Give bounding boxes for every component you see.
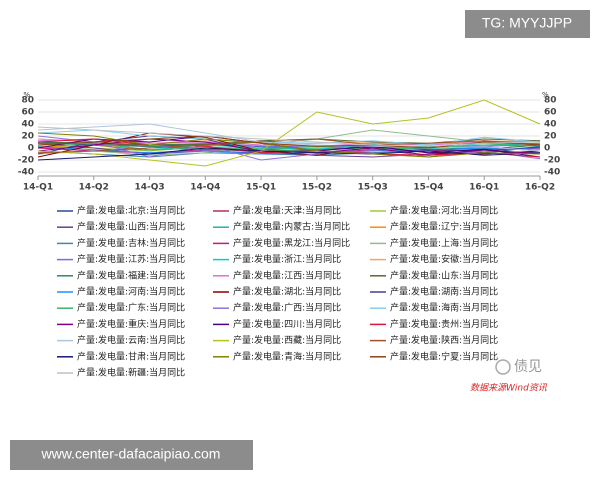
- legend-label: 产量:发电量:江苏:当月同比: [77, 253, 185, 265]
- y2-tick-label: 20: [544, 132, 557, 142]
- watermark-icon: [495, 359, 511, 375]
- legend-label: 产量:发电量:重庆:当月同比: [77, 318, 185, 330]
- x-tick-label: 16-Q2: [525, 183, 555, 193]
- y2-tick-label: 60: [544, 108, 557, 118]
- y2-tick-label: 80: [544, 96, 557, 106]
- y-tick-label: 80: [21, 96, 34, 106]
- y-tick-label: 40: [21, 120, 34, 130]
- legend-label: 产量:发电量:新疆:当月同比: [77, 367, 185, 379]
- url-box: [10, 440, 253, 470]
- legend-label: 产量:发电量:安徽:当月同比: [390, 253, 498, 265]
- y2-tick-label: -40: [544, 168, 560, 178]
- legend-label: 产量:发电量:山西:当月同比: [77, 221, 185, 233]
- legend-label: 产量:发电量:西藏:当月同比: [233, 334, 341, 346]
- legend-label: 产量:发电量:河南:当月同比: [77, 286, 185, 298]
- legend-label: 产量:发电量:黑龙江:当月同比: [233, 237, 350, 249]
- legend-label: 产量:发电量:甘肃:当月同比: [77, 350, 185, 362]
- legend-label: 产量:发电量:天津:当月同比: [233, 205, 341, 217]
- y-tick-label: 60: [21, 108, 34, 118]
- y-tick-label: 0: [28, 144, 34, 154]
- series-line: [37, 123, 541, 152]
- series-line: [37, 138, 541, 147]
- x-tick-label: 15-Q2: [302, 183, 332, 193]
- chart: % % -40 -40 -20 -20 0 0 20 20 40 40 60 60 80 80 14-Q1 14-…: [18, 91, 561, 379]
- legend-label: 产量:发电量:辽宁:当月同比: [390, 221, 498, 233]
- x-tick-label: 15-Q1: [246, 183, 276, 193]
- legend-label: 产量:发电量:海南:当月同比: [390, 302, 498, 314]
- y2-tick-label: 40: [544, 120, 557, 130]
- x-tick-label: 15-Q4: [413, 183, 443, 193]
- legend-label: 产量:发电量:广东:当月同比: [77, 302, 185, 314]
- x-tick-label: 14-Q3: [134, 183, 164, 193]
- legend-label: 产量:发电量:陕西:当月同比: [390, 334, 498, 346]
- legend-label: 产量:发电量:北京:当月同比: [77, 205, 185, 217]
- legend-label: 产量:发电量:吉林:当月同比: [77, 237, 185, 249]
- y-tick-label: -40: [18, 168, 34, 178]
- legend-label: 产量:发电量:湖北:当月同比: [233, 286, 341, 298]
- x-tick-label: 14-Q2: [79, 183, 109, 193]
- series-line: [37, 126, 541, 147]
- legend-label: 产量:发电量:江西:当月同比: [233, 269, 341, 281]
- series-line: [37, 147, 541, 161]
- legend-label: 产量:发电量:广西:当月同比: [233, 302, 341, 314]
- y-unit: %: [23, 91, 30, 99]
- legend-label: 产量:发电量:湖南:当月同比: [390, 286, 498, 298]
- tg-box: [465, 10, 590, 38]
- series-line: [37, 142, 541, 152]
- legend-label: 产量:发电量:云南:当月同比: [77, 334, 185, 346]
- legend-label: 产量:发电量:浙江:当月同比: [233, 253, 341, 265]
- legend-label: 产量:发电量:山东:当月同比: [390, 269, 498, 281]
- series-line: [37, 138, 541, 146]
- y2-unit: %: [542, 91, 549, 99]
- series-line: [37, 129, 541, 146]
- x-tick-label: 15-Q3: [358, 183, 388, 193]
- legend-label: 产量:发电量:福建:当月同比: [77, 269, 185, 281]
- y-tick-label: 20: [21, 132, 34, 142]
- legend-label: 产量:发电量:河北:当月同比: [390, 205, 498, 217]
- legend-label: 产量:发电量:宁夏:当月同比: [390, 350, 498, 362]
- legend-label: 产量:发电量:青海:当月同比: [233, 350, 341, 362]
- legend-label: 产量:发电量:四川:当月同比: [233, 318, 341, 330]
- y-tick-label: -20: [18, 156, 34, 166]
- series-line: [37, 129, 541, 156]
- series-line: [37, 99, 541, 167]
- x-tick-label: 16-Q1: [469, 183, 499, 193]
- source: 数据来源Wind资讯: [470, 383, 548, 394]
- y2-tick-label: -20: [544, 156, 560, 166]
- x-tick-label: 14-Q4: [190, 183, 220, 193]
- legend-label: 产量:发电量:贵州:当月同比: [390, 318, 498, 330]
- url-label: www.center-dafacaipiao.com: [41, 446, 221, 462]
- series-line: [37, 142, 541, 151]
- legend-label: 产量:发电量:内蒙古:当月同比: [233, 221, 350, 233]
- y2-tick-label: 0: [544, 144, 550, 154]
- tg-label: TG: MYYJJPP: [482, 15, 572, 31]
- watermark: 债见: [514, 359, 542, 375]
- legend-label: 产量:发电量:上海:当月同比: [390, 237, 498, 249]
- x-tick-label: 14-Q1: [23, 183, 53, 193]
